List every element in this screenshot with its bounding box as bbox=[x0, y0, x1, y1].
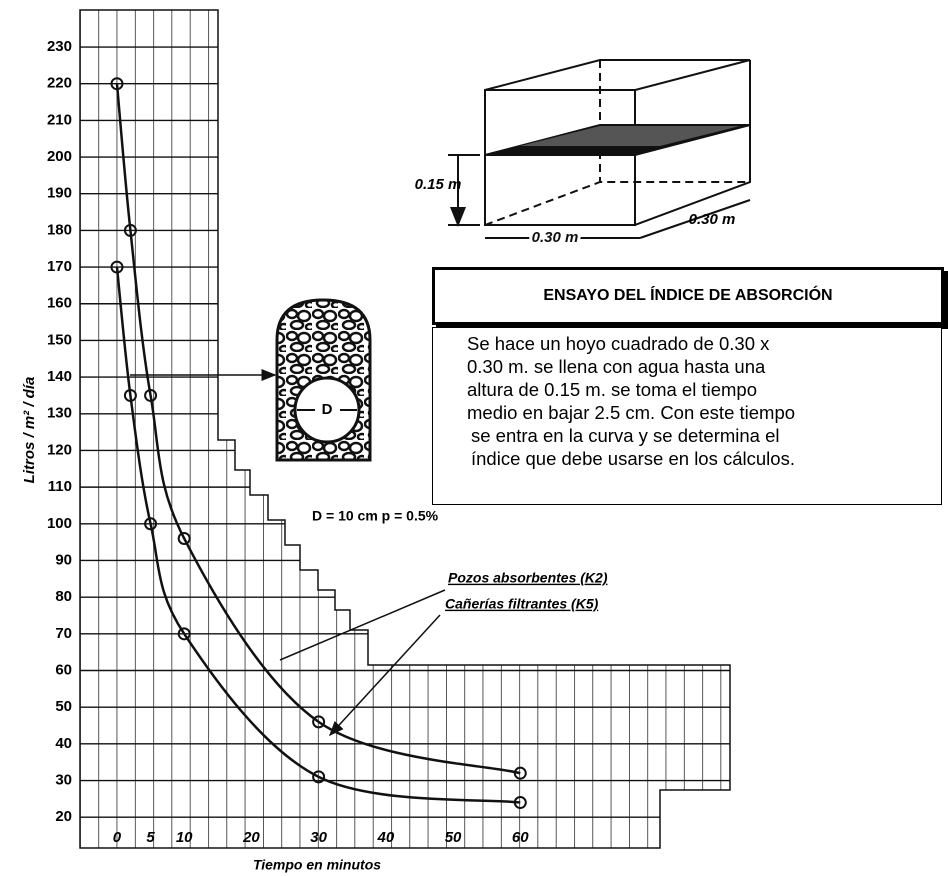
test-pit-drawing bbox=[448, 59, 751, 239]
y-tick-label: 120 bbox=[47, 441, 72, 458]
y-tick-label: 170 bbox=[47, 258, 72, 275]
title: ENSAYO DEL ÍNDICE DE ABSORCIÓN bbox=[543, 287, 833, 304]
leader-line bbox=[279, 589, 446, 661]
description-line: se entra en la curva y se determina el bbox=[471, 425, 780, 446]
y-tick-label: 70 bbox=[55, 625, 72, 642]
y-tick-label: 80 bbox=[55, 588, 72, 605]
data-point bbox=[123, 388, 137, 402]
y-tick-label: 50 bbox=[55, 698, 72, 715]
depth-label: 0.30 m bbox=[689, 211, 736, 228]
y-tick-label: 110 bbox=[48, 478, 72, 495]
grid-outline bbox=[79, 9, 731, 849]
y-tick-label: 190 bbox=[47, 185, 72, 202]
y-tick-label: 150 bbox=[47, 331, 72, 348]
description-box: Se hace un hoyo cuadrado de 0.30 x 0.30 m… bbox=[432, 327, 942, 505]
description-line: medio en bajar 2.5 cm. Con este tiempo bbox=[467, 402, 796, 423]
data-point bbox=[312, 715, 326, 729]
data-point bbox=[123, 223, 137, 237]
data-point bbox=[144, 388, 158, 402]
data-point bbox=[144, 517, 158, 531]
y-axis-label: Litros / m² / día bbox=[21, 377, 38, 484]
y-tick-label: 30 bbox=[55, 771, 72, 788]
y-tick-label: 180 bbox=[47, 221, 72, 238]
data-point bbox=[312, 770, 326, 784]
diameter-label: D bbox=[322, 401, 333, 418]
x-tick-label: 20 bbox=[242, 829, 260, 846]
y-tick-label: 40 bbox=[55, 735, 72, 752]
y-tick-label: 210 bbox=[47, 111, 72, 128]
pipe-drawing bbox=[130, 298, 372, 462]
y-tick-label: 130 bbox=[47, 405, 72, 422]
x-tick-label: 0 bbox=[113, 829, 122, 846]
data-point bbox=[177, 627, 191, 641]
height-label: 0.15 m bbox=[415, 176, 462, 193]
data-point bbox=[110, 77, 124, 91]
description-line: Se hace un hoyo cuadrado de 0.30 x bbox=[467, 333, 770, 354]
x-tick-label: 50 bbox=[445, 829, 462, 846]
y-tick-label: 90 bbox=[55, 551, 72, 568]
data-point bbox=[177, 531, 191, 545]
y-tick-label: 160 bbox=[47, 295, 72, 312]
description-line: altura de 0.15 m. se toma el tiempo bbox=[467, 379, 757, 400]
x-tick-label: 40 bbox=[376, 829, 394, 846]
width-label: 0.30 m bbox=[532, 229, 579, 246]
data-point bbox=[513, 766, 527, 780]
data-point bbox=[110, 260, 124, 274]
y-tick-label: 220 bbox=[47, 75, 72, 92]
title-box: ENSAYO DEL ÍNDICE DE ABSORCIÓN bbox=[432, 267, 944, 325]
pipe-label: D = 10 cm p = 0.5% bbox=[312, 508, 439, 524]
description-line: 0.30 m. se llena con agua hasta una bbox=[467, 356, 766, 377]
leader-line bbox=[328, 614, 441, 737]
y-tick-label: 20 bbox=[55, 808, 72, 825]
x-tick-label: 60 bbox=[512, 829, 529, 846]
series-label: Cañerías filtrantes (K5) bbox=[445, 596, 599, 612]
x-tick-label: 5 bbox=[146, 829, 155, 846]
y-tick-label: 140 bbox=[47, 368, 72, 385]
description-line: índice que debe usarse en los cálculos. bbox=[471, 448, 795, 469]
plot bbox=[110, 77, 527, 810]
x-tick-label: 10 bbox=[176, 829, 193, 846]
series-line bbox=[115, 83, 521, 775]
y-tick-label: 200 bbox=[47, 148, 72, 165]
y-tick-label: 230 bbox=[47, 38, 72, 55]
series-label: Pozos absorbentes (K2) bbox=[448, 570, 608, 586]
y-tick-label: 100 bbox=[47, 515, 72, 532]
data-point bbox=[513, 796, 527, 810]
x-tick-label: 30 bbox=[310, 829, 327, 846]
y-tick-label: 60 bbox=[55, 661, 72, 678]
x-axis-label: Tiempo en minutos bbox=[253, 857, 381, 873]
